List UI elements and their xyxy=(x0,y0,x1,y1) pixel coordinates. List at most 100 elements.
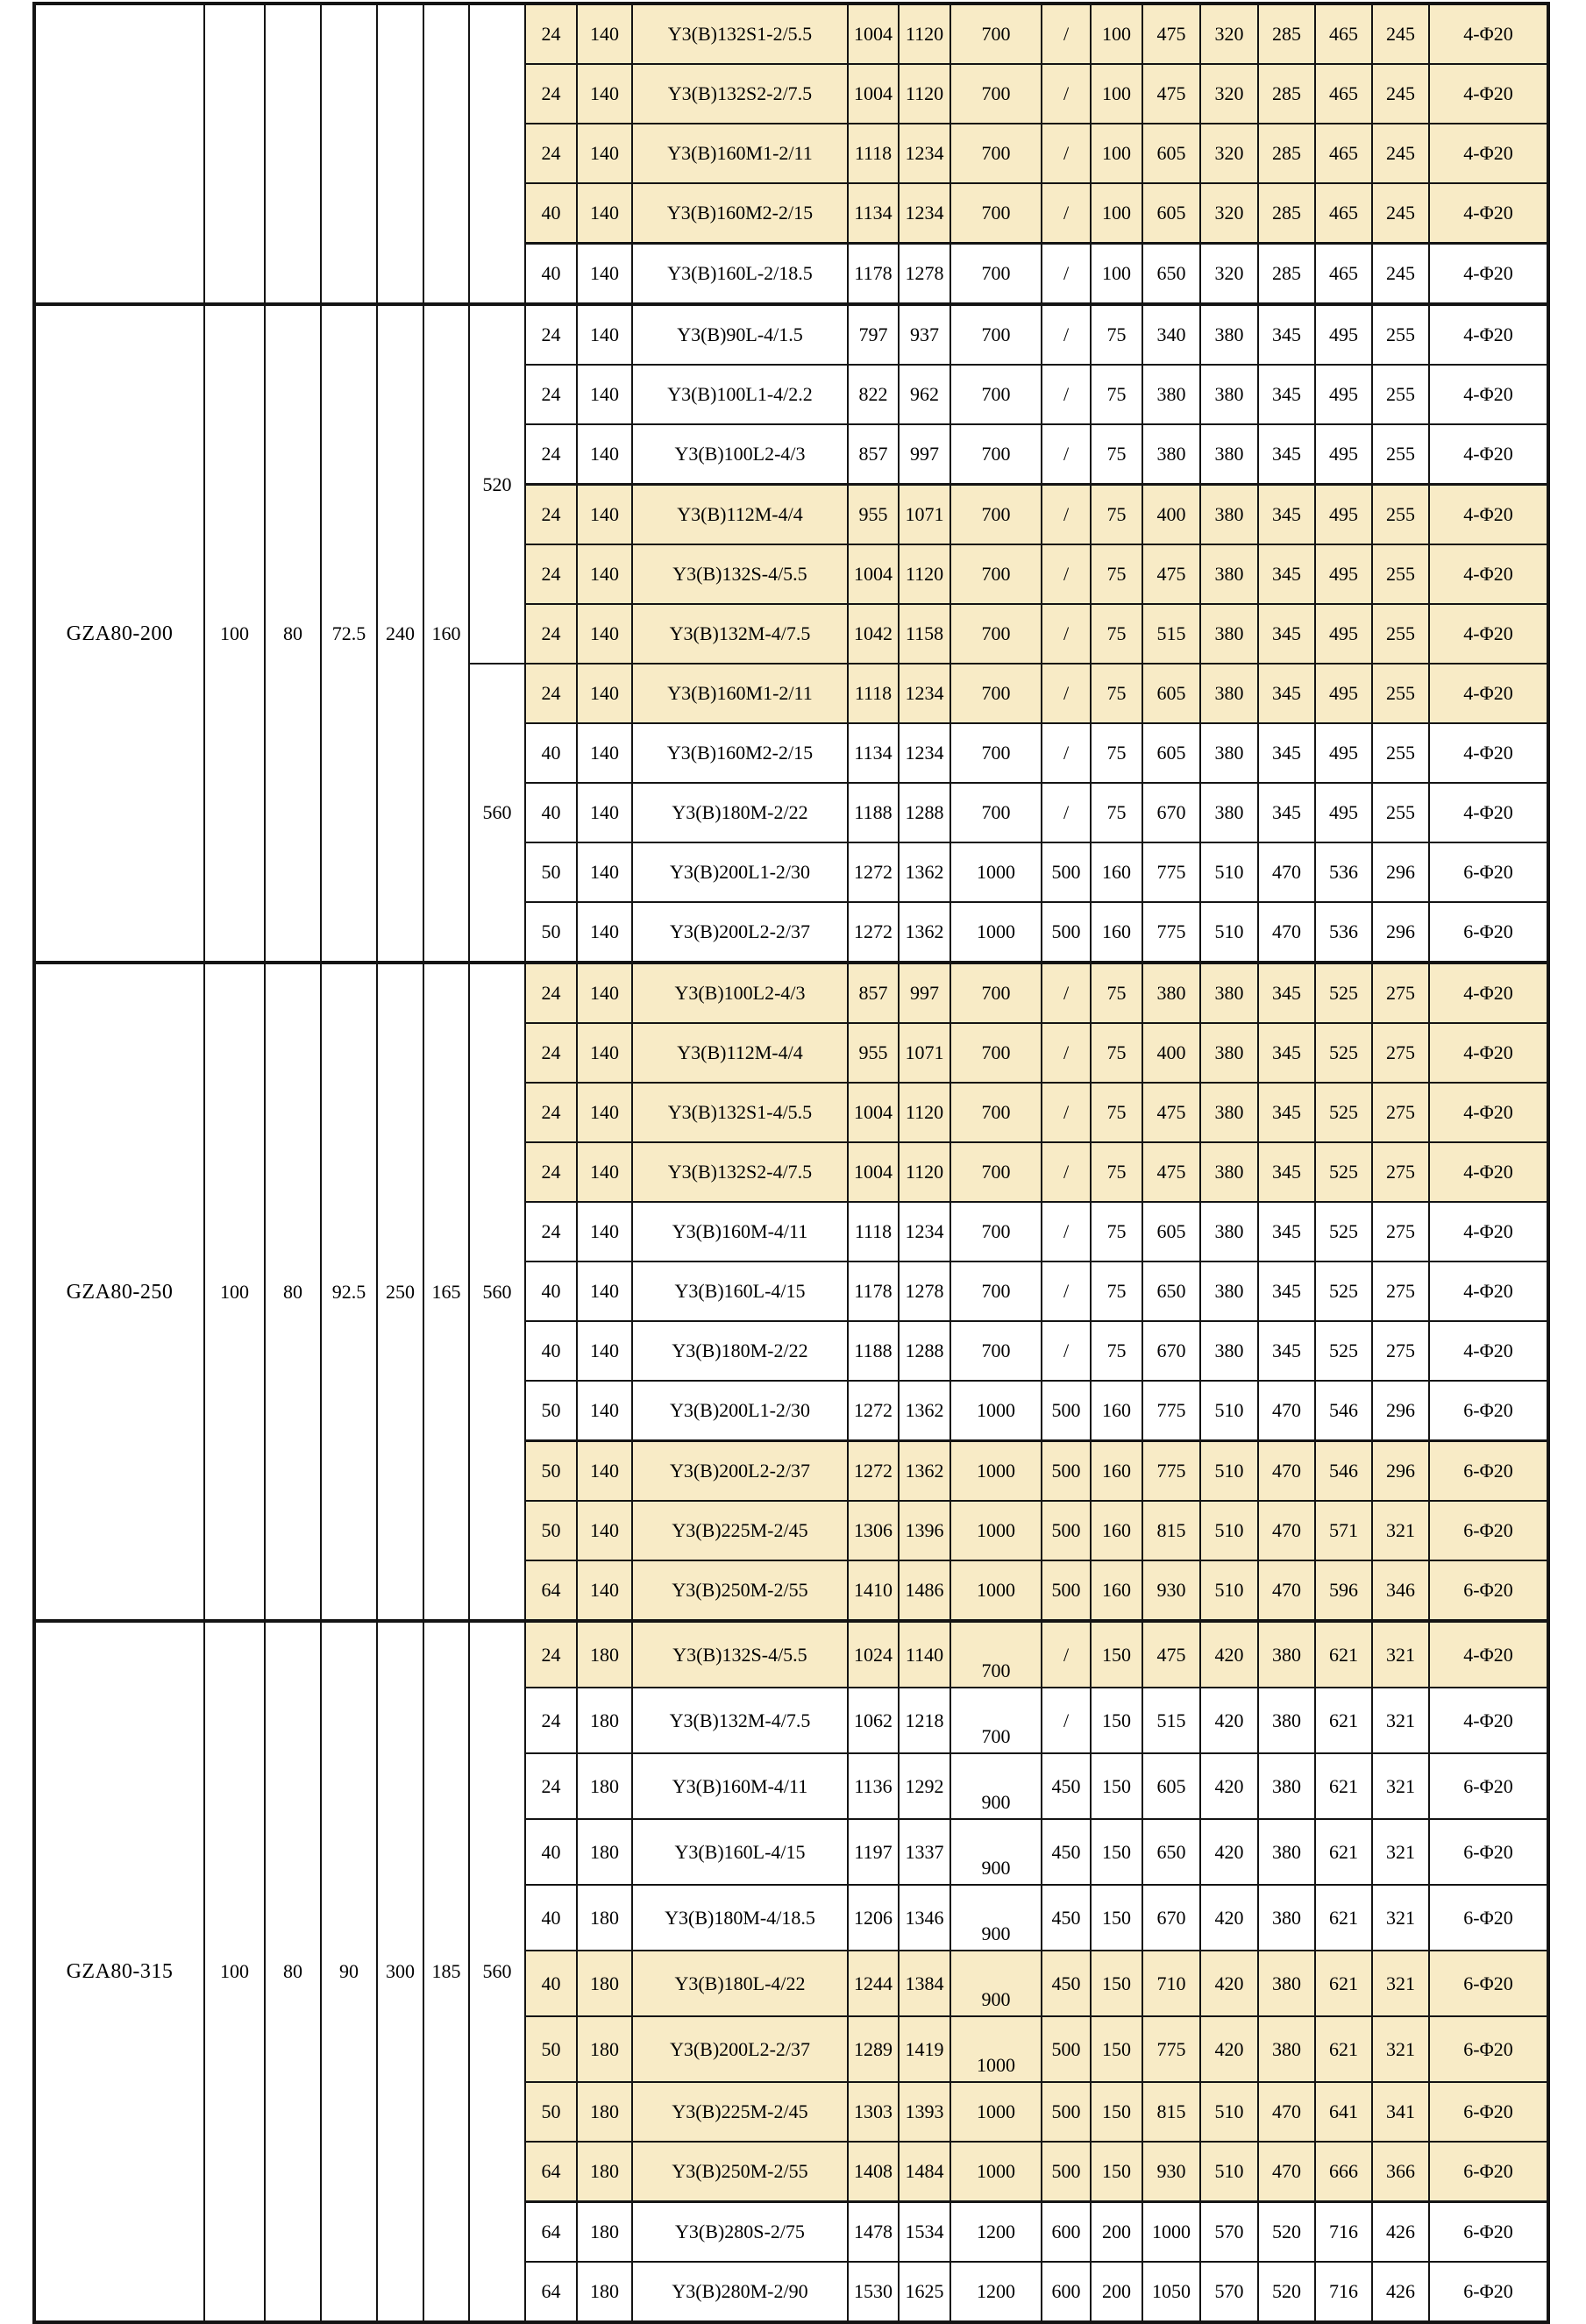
cell: 6-Φ20 xyxy=(1428,2261,1549,2323)
cell: Y3(B)160L-2/18.5 xyxy=(631,242,849,305)
cell: 180 xyxy=(576,1619,633,1688)
cell: 380 xyxy=(1257,1818,1316,1886)
cell: 450 xyxy=(1041,1818,1092,1886)
group-cell: 100 xyxy=(203,1619,266,2323)
cell: 275 xyxy=(1371,961,1430,1024)
cell: 321 xyxy=(1371,1687,1430,1754)
cell: 380 xyxy=(1199,423,1259,486)
cell: 1134 xyxy=(847,182,900,245)
cell: 775 xyxy=(1141,1439,1201,1502)
cell: 1289 xyxy=(847,2015,900,2083)
cell: 140 xyxy=(576,901,633,963)
cell: Y3(B)250M-2/55 xyxy=(631,1560,849,1622)
cell: 380 xyxy=(1257,1950,1316,2017)
cell: 275 xyxy=(1371,1201,1430,1262)
cell: 380 xyxy=(1257,1687,1316,1754)
model-cell xyxy=(33,2,205,305)
table-row: 40 140 Y3(B)180M-2/22 1188 1288 700/75 670 380 3… xyxy=(34,1320,1549,1382)
cell: 24 xyxy=(524,1082,578,1143)
cell: 1120 xyxy=(898,1141,951,1203)
cell: 75 xyxy=(1090,1320,1143,1382)
model-cell: GZA80-200 xyxy=(33,302,205,963)
cell: 380 xyxy=(1257,1752,1316,1820)
cell: 140 xyxy=(576,63,633,124)
group-cell xyxy=(320,2,378,305)
cell: 140 xyxy=(576,1022,633,1084)
cell: 4-Φ20 xyxy=(1428,1201,1549,1262)
cell: 775 xyxy=(1141,2015,1201,2083)
cell: 380 xyxy=(1199,544,1259,605)
cell: 822 xyxy=(847,364,900,425)
cell: 140 xyxy=(576,483,633,545)
cell: 345 xyxy=(1257,961,1316,1024)
cell: 470 xyxy=(1257,1500,1316,1561)
cell: 380 xyxy=(1199,782,1259,843)
cell: 700 xyxy=(949,1022,1042,1084)
cell: 345 xyxy=(1257,423,1316,486)
cell: 700 xyxy=(949,1082,1042,1143)
cell: 50 xyxy=(524,1439,578,1502)
table-row: 24 140 Y3(B)100L2-4/3 857 997 700/75 380 380 345… xyxy=(34,423,1549,486)
table-row: GZA80-250 100 80 92.5 250 165 560 24 140 Y3(B)100… xyxy=(33,961,1549,1622)
cell: 140 xyxy=(576,1439,633,1502)
cell: 320 xyxy=(1199,123,1259,184)
cell: 24 xyxy=(524,1752,578,1820)
cell: Y3(B)100L2-4/3 xyxy=(631,423,849,486)
cell: 1062 xyxy=(847,1687,900,1754)
cell: 1234 xyxy=(898,1201,951,1262)
cell: 275 xyxy=(1371,1082,1430,1143)
cell: 450 xyxy=(1041,1752,1092,1820)
table-row: 50 140 Y3(B)200L2-2/37 1272 1362 1000 500 160 77… xyxy=(34,901,1549,963)
cell: 1234 xyxy=(898,123,951,184)
cell: 1000 xyxy=(949,842,1042,903)
group-cell: 165 xyxy=(423,961,470,1622)
cell: 24 xyxy=(524,1022,578,1084)
cell: 426 xyxy=(1371,2261,1430,2323)
cell: 500 xyxy=(1041,1380,1092,1442)
cell: Y3(B)160M1-2/11 xyxy=(631,663,849,724)
cell: 24 xyxy=(524,2,578,65)
table-row: 40 140 Y3(B)160M2-2/15 1134 1234 700/100 605 32… xyxy=(34,182,1549,245)
cell: 600 xyxy=(1041,2200,1092,2263)
cell: / xyxy=(1041,1022,1092,1084)
cell: 6-Φ20 xyxy=(1428,842,1549,903)
table-row: 50 180 Y3(B)200L2-2/37 1289 1419 1000 500 150 77… xyxy=(34,2015,1549,2083)
speed-cell: 560 xyxy=(468,663,526,963)
cell: Y3(B)112M-4/4 xyxy=(631,1022,849,1084)
cell: 700 xyxy=(949,1141,1042,1203)
cell: Y3(B)180M-2/22 xyxy=(631,782,849,843)
group-cell: 250 xyxy=(376,961,424,1622)
cell: 700 xyxy=(949,1619,1042,1688)
cell: Y3(B)180M-2/22 xyxy=(631,1320,849,1382)
cell: 285 xyxy=(1257,242,1316,305)
cell: 285 xyxy=(1257,63,1316,124)
cell: 716 xyxy=(1314,2261,1373,2323)
cell: 245 xyxy=(1371,123,1430,184)
cell: 600 xyxy=(1041,2261,1092,2323)
cell: Y3(B)250M-2/55 xyxy=(631,2141,849,2203)
cell: 140 xyxy=(576,663,633,724)
cell: 700 xyxy=(949,423,1042,486)
cell: 400 xyxy=(1141,1022,1201,1084)
cell: Y3(B)132M-4/7.5 xyxy=(631,1687,849,1754)
cell: Y3(B)100L1-4/2.2 xyxy=(631,364,849,425)
cell: / xyxy=(1041,123,1092,184)
cell: 275 xyxy=(1371,1261,1430,1322)
table-row: 50 180 Y3(B)225M-2/45 1303 1393 1000 500 150 815… xyxy=(34,2081,1549,2143)
cell: 6-Φ20 xyxy=(1428,2015,1549,2083)
cell: 510 xyxy=(1199,1500,1259,1561)
cell: 345 xyxy=(1257,1201,1316,1262)
cell: Y3(B)280M-2/90 xyxy=(631,2261,849,2323)
cell: 1278 xyxy=(898,1261,951,1322)
cell: 100 xyxy=(1090,123,1143,184)
cell: 1408 xyxy=(847,2141,900,2203)
cell: 296 xyxy=(1371,1380,1430,1442)
cell: 775 xyxy=(1141,842,1201,903)
cell: 525 xyxy=(1314,1022,1373,1084)
cell: 525 xyxy=(1314,1261,1373,1322)
speed-cell xyxy=(468,2,526,305)
cell: 1071 xyxy=(898,483,951,545)
group-cell: 160 xyxy=(423,302,470,963)
cell: 4-Φ20 xyxy=(1428,423,1549,486)
cell: 700 xyxy=(949,722,1042,784)
